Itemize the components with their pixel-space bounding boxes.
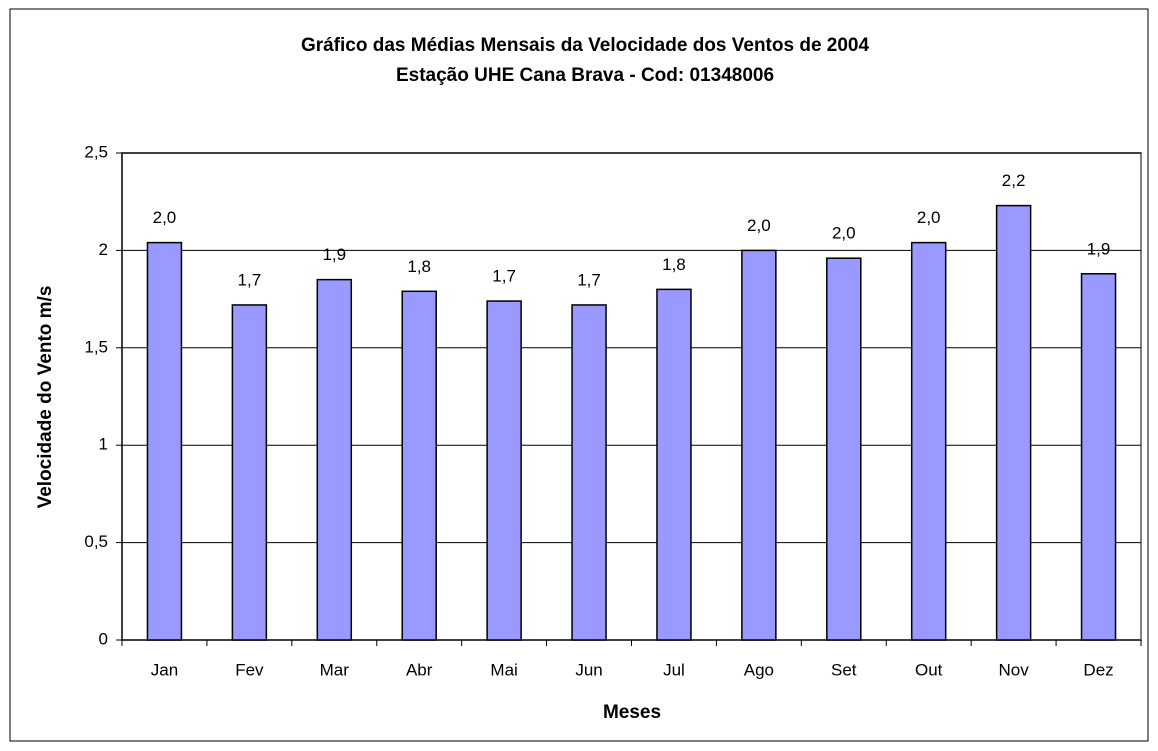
bar bbox=[316, 278, 353, 641]
data-label: 2,0 bbox=[153, 208, 177, 227]
x-tick-label: Nov bbox=[999, 660, 1030, 679]
data-label: 1,8 bbox=[407, 257, 431, 276]
bar bbox=[995, 204, 1032, 641]
y-tick-label: 1 bbox=[99, 435, 108, 454]
bar bbox=[656, 288, 692, 641]
bar bbox=[486, 300, 522, 641]
bar bbox=[826, 257, 862, 641]
bar bbox=[146, 241, 183, 641]
chart-title: Gráfico das Médias Mensais da Velocidade… bbox=[301, 35, 870, 56]
x-tick-label: Dez bbox=[1083, 660, 1113, 679]
data-label: 1,9 bbox=[322, 245, 346, 264]
bar bbox=[571, 304, 607, 641]
data-label: 2,0 bbox=[917, 208, 941, 227]
bar bbox=[1080, 273, 1117, 641]
x-tick-label: Fev bbox=[235, 660, 264, 679]
x-tick-label: Jul bbox=[663, 660, 685, 679]
x-tick-label: Mar bbox=[320, 660, 350, 679]
data-label: 2,2 bbox=[1002, 171, 1026, 190]
y-tick-label: 0,5 bbox=[84, 532, 108, 551]
bar bbox=[910, 241, 947, 641]
data-label: 1,7 bbox=[492, 267, 516, 286]
x-tick-label: Abr bbox=[406, 660, 433, 679]
data-label: 2,0 bbox=[747, 216, 771, 235]
bar bbox=[401, 290, 437, 641]
y-tick-label: 1,5 bbox=[84, 337, 108, 356]
chart-subtitle: Estação UHE Cana Brava - Cod: 01348006 bbox=[396, 65, 774, 86]
x-axis-title: Meses bbox=[603, 702, 661, 723]
x-tick-label: Jan bbox=[151, 660, 178, 679]
bar bbox=[231, 304, 268, 641]
x-tick-label: Out bbox=[915, 660, 943, 679]
data-label: 1,7 bbox=[238, 270, 262, 289]
x-tick-label: Mai bbox=[490, 660, 517, 679]
x-tick-label: Set bbox=[831, 660, 857, 679]
data-label: 1,8 bbox=[662, 255, 686, 274]
data-label: 1,7 bbox=[577, 270, 601, 289]
x-tick-label: Jun bbox=[575, 660, 602, 679]
plot-area bbox=[121, 152, 1142, 641]
y-tick-label: 2 bbox=[99, 240, 108, 259]
x-tick-label: Ago bbox=[744, 660, 774, 679]
y-tick-label: 0 bbox=[99, 629, 108, 648]
y-axis-title: Velocidade do Vento m/s bbox=[35, 286, 56, 509]
data-label: 2,0 bbox=[832, 224, 856, 243]
y-tick-label: 2,5 bbox=[84, 142, 108, 161]
bar bbox=[741, 249, 777, 641]
data-label: 1,9 bbox=[1087, 239, 1111, 258]
